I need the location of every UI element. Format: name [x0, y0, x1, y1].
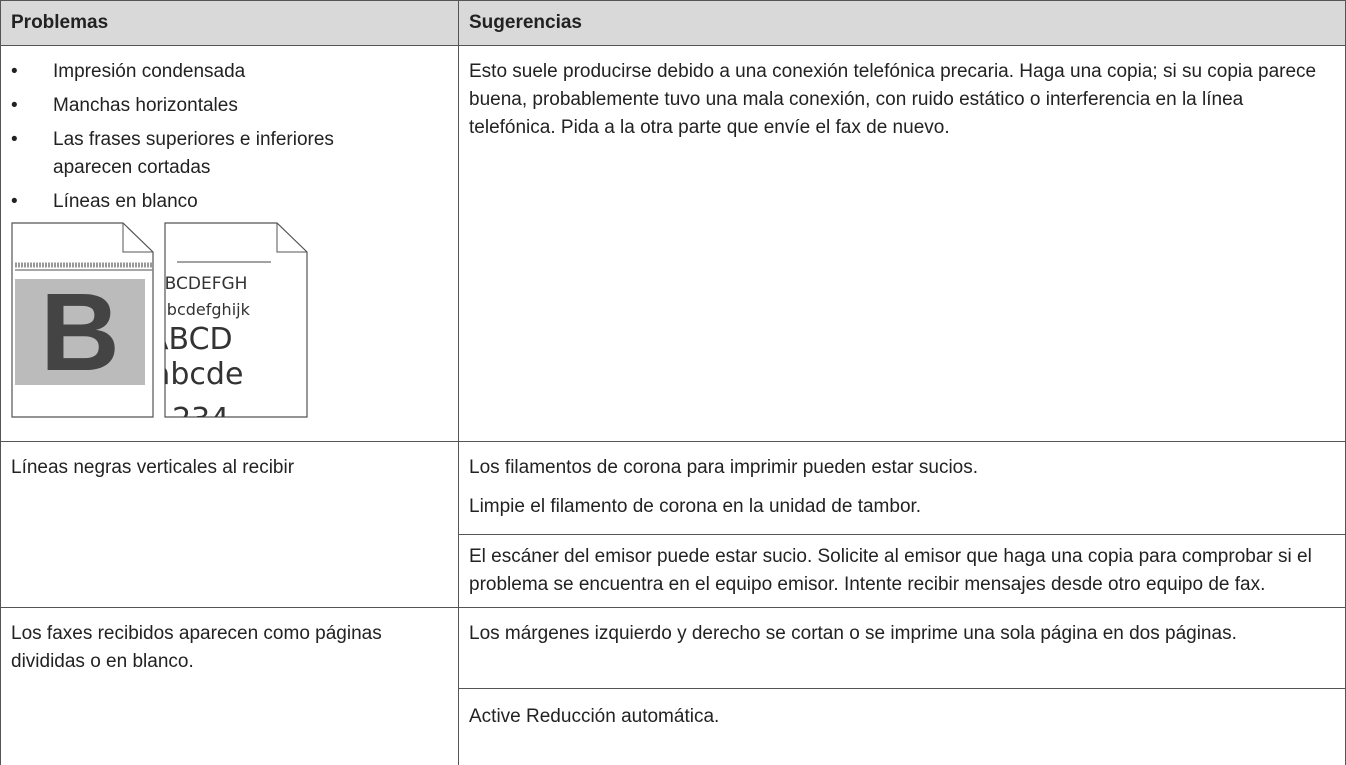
row: Los faxes recibidos aparecen como página…	[0, 607, 1346, 765]
suggestion-cell: Esto suele producirse debido a una conex…	[458, 45, 1346, 442]
page-fold	[276, 223, 307, 253]
header-cell: Sugerencias	[458, 0, 1346, 46]
sample-text: abcdefghijk	[157, 300, 251, 319]
sample-text: ABCD	[148, 322, 233, 357]
row: Líneas negras verticales al recibir Los …	[0, 441, 1346, 608]
suggestion-text: Esto suele producirse debido a una conex…	[469, 61, 1317, 138]
sample-text: abcde	[152, 357, 243, 392]
suggestion-text: Active Reducción automática.	[469, 706, 720, 727]
problem-cell: Impresión condensada Manchas horizontale…	[0, 45, 459, 442]
sample-text: 1234	[153, 402, 229, 418]
problem-item: Líneas en blanco	[11, 188, 448, 216]
header-row: Problemas Sugerencias	[0, 0, 1346, 46]
page-fold	[122, 223, 153, 253]
problem-cell: Los faxes recibidos aparecen como página…	[0, 607, 459, 765]
problem-cell: Líneas negras verticales al recibir	[0, 441, 459, 608]
gray-block	[15, 279, 145, 385]
problem-item: Manchas horizontales	[11, 92, 448, 120]
big-letter: B	[40, 271, 119, 394]
suggestion-cell: Active Reducción automática.	[458, 688, 1346, 765]
suggestion-text: Limpie el filamento de corona en la unid…	[469, 496, 922, 517]
problem-item: Las frases superiores e inferiores apare…	[11, 126, 448, 182]
problem-list: Impresión condensada Manchas horizontale…	[11, 58, 448, 216]
problem-item: Impresión condensada	[11, 58, 448, 86]
suggestion-text: Los filamentos de corona para imprimir p…	[469, 457, 979, 478]
illustration: B ABCDEFGH abcdefghijk ABCD abcde 1234	[11, 222, 308, 418]
suggestion-cell: Los márgenes izquierdo y derecho se cort…	[458, 607, 1346, 689]
suggestion-cell: Los filamentos de corona para imprimir p…	[458, 441, 1346, 535]
row: Impresión condensada Manchas horizontale…	[0, 45, 1346, 442]
row: Active Reducción automática.	[1, 688, 1346, 765]
suggestion-cell: El escáner del emisor puede estar sucio.…	[458, 534, 1346, 608]
header-cell: Problemas	[0, 0, 459, 46]
row: El escáner del emisor puede estar sucio.…	[1, 534, 1346, 608]
sample-text: ABCDEFGH	[153, 274, 247, 294]
suggestion-text: El escáner del emisor puede estar sucio.…	[469, 546, 1312, 595]
page-icon	[164, 222, 308, 418]
suggestion-text: Los márgenes izquierdo y derecho se cort…	[469, 623, 1237, 644]
